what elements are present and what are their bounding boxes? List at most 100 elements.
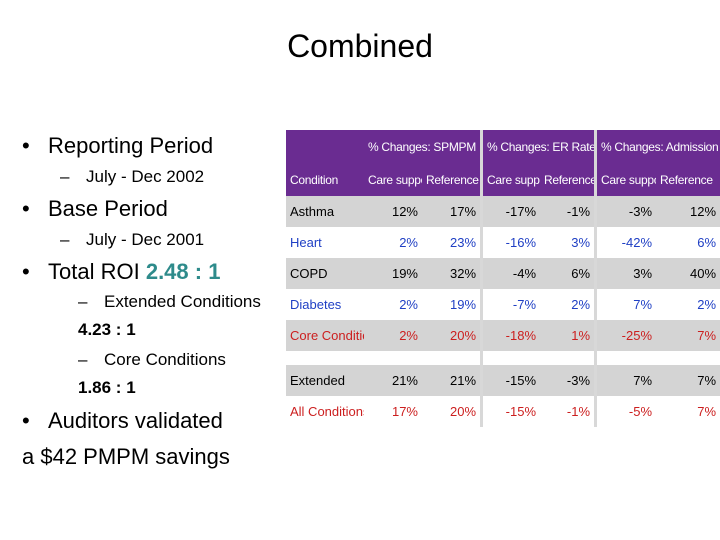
condition-cell: Extended [286, 365, 364, 396]
bullet-base-period: • Base Period [22, 196, 168, 221]
value-cell: -1% [540, 196, 595, 227]
bullet-dot-icon: • [22, 133, 30, 158]
value-cell: 20% [422, 396, 481, 427]
value-cell: -25% [594, 320, 657, 351]
table-row: Asthma 12% 17% -17% -1% -3% 12% [286, 196, 720, 227]
header-condition: Condition [286, 163, 364, 196]
table-row: Core Conditions2%20%-18%1%-25%7% [286, 320, 720, 351]
value-cell: -7% [480, 289, 541, 320]
value-cell: 19% [364, 258, 422, 289]
header-care-support: Care support [594, 163, 657, 196]
value-cell: 7% [656, 396, 720, 427]
value-cell: 7% [594, 289, 657, 320]
sub-bullet-extended: – Extended Conditions [78, 292, 261, 311]
sub-bullet-base-value: – July - Dec 2001 [60, 230, 205, 249]
value-cell: 2% [364, 320, 422, 351]
value-cell: -16% [480, 227, 541, 258]
dash-icon: – [78, 350, 88, 369]
table-sub-header-row: Condition Care support Reference Care su… [286, 163, 720, 196]
table-spacer-cell [364, 351, 422, 365]
table-spacer-cell [594, 351, 657, 365]
table-spacer-row [286, 351, 720, 365]
value-cell: 7% [594, 365, 657, 396]
value-cell: 40% [656, 258, 720, 289]
table-spacer-cell [422, 351, 481, 365]
value-cell: 2% [656, 289, 720, 320]
table-spacer-cell [286, 351, 364, 365]
bullet-list: • Reporting Period – July - Dec 2002 • Base… [0, 0, 290, 540]
value-cell: -3% [540, 365, 595, 396]
header-care-support: Care support [480, 163, 541, 196]
value-cell: -42% [594, 227, 657, 258]
value-cell: 3% [540, 227, 595, 258]
total-roi-value: 2.48 : 1 [145, 259, 221, 284]
value-cell: -3% [594, 196, 657, 227]
auditors-savings-line: a $42 PMPM savings [22, 444, 230, 469]
value-cell: 1% [540, 320, 595, 351]
condition-cell: Core Conditions [286, 320, 364, 351]
value-cell: 20% [422, 320, 481, 351]
condition-cell: Asthma [286, 196, 364, 227]
value-cell: 17% [422, 196, 481, 227]
value-cell: 6% [656, 227, 720, 258]
value-cell: 21% [422, 365, 481, 396]
value-cell: 19% [422, 289, 481, 320]
roi-table-image: % Changes: SPMPM % Changes: ER Rate % Ch… [286, 130, 720, 450]
header-admission-rate: % Changes: Admission Rate [594, 130, 720, 163]
sub-bullet-reporting-value: – July - Dec 2002 [60, 167, 205, 186]
extended-roi-value: 4.23 : 1 [78, 320, 136, 339]
header-er-rate: % Changes: ER Rate [480, 130, 595, 163]
bullet-dot-icon: • [22, 408, 30, 433]
sub-bullet-core: – Core Conditions [78, 350, 226, 369]
bullet-auditors: • Auditors validated [22, 408, 223, 433]
dash-icon: – [60, 167, 70, 186]
value-cell: 2% [540, 289, 595, 320]
value-cell: 12% [364, 196, 422, 227]
table-spacer-cell [656, 351, 720, 365]
bullet-dot-icon: • [22, 259, 30, 284]
header-reference: Reference [656, 163, 720, 196]
roi-table: % Changes: SPMPM % Changes: ER Rate % Ch… [286, 130, 720, 427]
header-care-support: Care support [364, 163, 422, 196]
value-cell: 6% [540, 258, 595, 289]
value-cell: 3% [594, 258, 657, 289]
header-spmpm: % Changes: SPMPM [364, 130, 481, 163]
value-cell: 21% [364, 365, 422, 396]
table-row: Heart 2% 23% -16% 3% -42% 6% [286, 227, 720, 258]
bullet-total-roi: • Total ROI 2.48 : 1 [22, 259, 221, 284]
condition-cell: Heart [286, 227, 364, 258]
value-cell: 2% [364, 227, 422, 258]
value-cell: -1% [540, 396, 595, 427]
header-reference: Reference [422, 163, 481, 196]
value-cell: -4% [480, 258, 541, 289]
bullet-dot-icon: • [22, 196, 30, 221]
value-cell: 23% [422, 227, 481, 258]
table-row: Extended 21% 21% -15% -3% 7% 7% [286, 365, 720, 396]
table-group-header-row: % Changes: SPMPM % Changes: ER Rate % Ch… [286, 130, 720, 163]
value-cell: 7% [656, 320, 720, 351]
value-cell: -18% [480, 320, 541, 351]
slide-title: Combined [287, 28, 433, 64]
condition-cell: COPD [286, 258, 364, 289]
value-cell: 7% [656, 365, 720, 396]
condition-cell: Diabetes [286, 289, 364, 320]
condition-cell: All Conditions [286, 396, 364, 427]
table-row: Diabetes 2% 19% -7% 2% 7% 2% [286, 289, 720, 320]
dash-icon: – [60, 230, 70, 249]
bullet-reporting-period: • Reporting Period [22, 133, 214, 158]
value-cell: -17% [480, 196, 541, 227]
table-row: COPD 19% 32% -4% 6% 3% 40% [286, 258, 720, 289]
dash-icon: – [78, 292, 88, 311]
value-cell: -5% [594, 396, 657, 427]
header-reference: Reference [540, 163, 595, 196]
value-cell: -15% [480, 396, 541, 427]
table-spacer-cell [540, 351, 595, 365]
value-cell: 12% [656, 196, 720, 227]
value-cell: -15% [480, 365, 541, 396]
value-cell: 32% [422, 258, 481, 289]
table-spacer-cell [480, 351, 541, 365]
header-blank-cell [286, 130, 364, 163]
core-roi-value: 1.86 : 1 [78, 378, 136, 397]
value-cell: 2% [364, 289, 422, 320]
table-row: All Conditions 17% 20% -15% -1% -5% 7% [286, 396, 720, 427]
